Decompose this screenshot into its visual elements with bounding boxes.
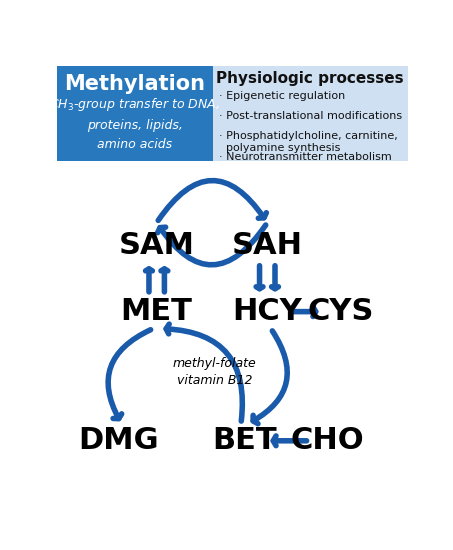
Text: · Neurotransmitter metabolism: · Neurotransmitter metabolism <box>219 152 392 162</box>
Text: CYS: CYS <box>308 297 374 326</box>
Text: CHO: CHO <box>290 426 364 455</box>
Text: · Epigenetic regulation: · Epigenetic regulation <box>219 91 346 101</box>
Text: SAH: SAH <box>232 232 303 261</box>
FancyBboxPatch shape <box>213 66 408 161</box>
Text: Physiologic processes: Physiologic processes <box>217 71 404 86</box>
Text: · Post-translational modifications: · Post-translational modifications <box>219 111 402 121</box>
Text: methyl-folate
vitamin B12: methyl-folate vitamin B12 <box>173 357 256 387</box>
Text: HCY: HCY <box>232 297 302 326</box>
Text: Methylation: Methylation <box>64 74 205 94</box>
Text: BET: BET <box>212 426 277 455</box>
Text: $CH_3$-group transfer to DNA,
proteins, lipids,
amino acids: $CH_3$-group transfer to DNA, proteins, … <box>49 96 220 151</box>
Text: SAM: SAM <box>119 232 195 261</box>
FancyBboxPatch shape <box>57 66 213 161</box>
Text: MET: MET <box>121 297 193 326</box>
Text: DMG: DMG <box>78 426 159 455</box>
Text: · Phosphatidylcholine, carnitine,
  polyamine synthesis: · Phosphatidylcholine, carnitine, polyam… <box>219 131 398 153</box>
